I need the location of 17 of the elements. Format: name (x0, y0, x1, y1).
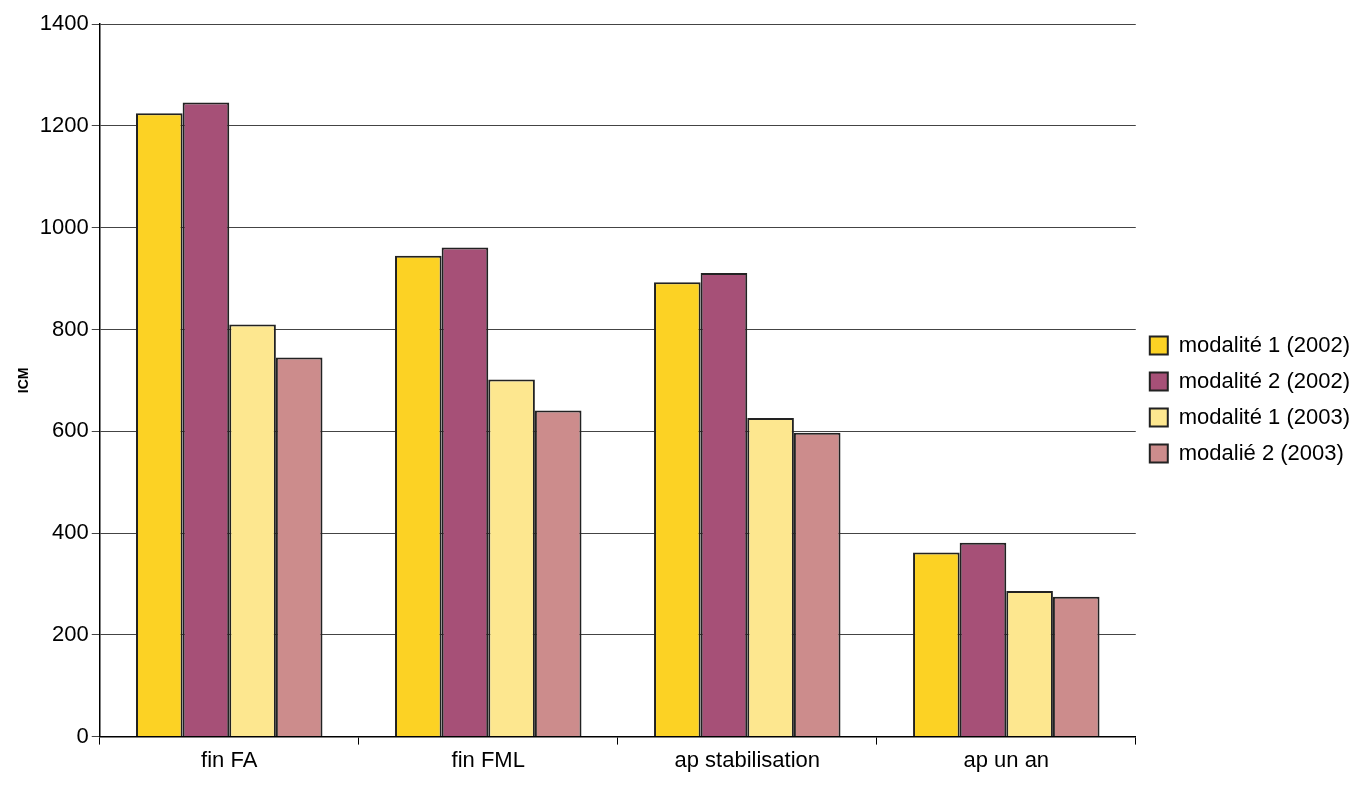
y-tick-label: 1200 (39, 112, 89, 138)
y-tick-label: 800 (52, 315, 89, 341)
legend-label: modalié 2 (2003) (1178, 439, 1344, 465)
y-tick-label: 1000 (39, 213, 89, 239)
legend-label: modalité 2 (2002) (1178, 367, 1351, 393)
x-tick-label: fin FML (451, 746, 525, 772)
y-axis-title: ICM (15, 367, 32, 394)
y-tick-label: 600 (52, 417, 89, 443)
legend-label: modalité 1 (2002) (1178, 331, 1351, 357)
y-tick-label: 400 (52, 519, 89, 545)
x-tick-label: fin FA (201, 746, 258, 772)
x-tick-label: ap un an (963, 746, 1050, 772)
y-tick-label: 200 (52, 620, 89, 646)
legend-label: modalité 1 (2003) (1178, 403, 1351, 429)
y-tick-label: 0 (76, 722, 89, 748)
y-tick-label: 1400 (39, 10, 89, 36)
x-tick-label: ap stabilisation (674, 746, 821, 772)
